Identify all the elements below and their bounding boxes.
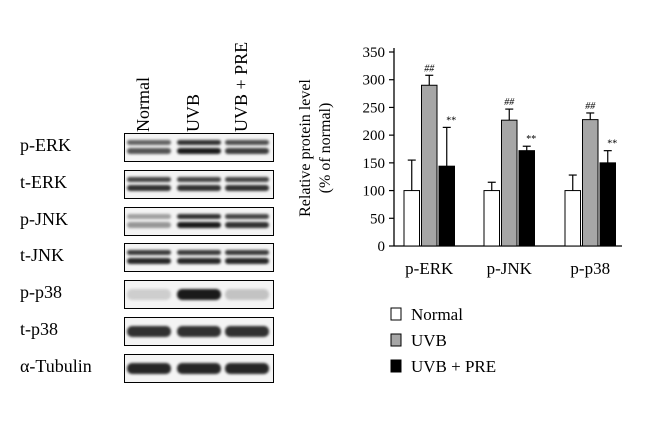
y-tick-label: 200 <box>363 128 386 144</box>
y-axis-title-line2: (% of normal) <box>317 103 334 194</box>
bar-uvb-pre-p-erk <box>438 165 455 247</box>
blot-band <box>177 250 221 256</box>
blot-band <box>127 213 171 219</box>
bar-uvb-p-jnk <box>501 119 518 247</box>
legend-label: Normal <box>411 305 463 324</box>
blot-strip <box>124 206 274 236</box>
blot-band <box>127 258 171 265</box>
blot-strip <box>124 280 274 310</box>
blot-row-label: t-ERK <box>20 171 67 192</box>
bar-uvb-pre-p-p38 <box>599 162 616 247</box>
blot-strip <box>124 169 274 199</box>
blot-row-label: p-ERK <box>20 135 71 155</box>
x-tick-labels: p-ERK p-JNK p-p38 <box>405 259 610 278</box>
legend-label: UVB + PRE <box>411 357 496 376</box>
blot-band <box>127 250 171 256</box>
y-tick-label: 300 <box>363 73 386 89</box>
blot-band <box>225 326 269 337</box>
blot-band <box>127 148 171 154</box>
y-tick-label: 0 <box>378 239 386 255</box>
blot-strip <box>124 317 274 346</box>
blot-row-label: t-p38 <box>20 319 58 339</box>
blot-strip <box>124 243 274 273</box>
blot-row-label: p-p38 <box>20 282 62 303</box>
blot-band <box>127 176 171 182</box>
bar-uvb-pre-p-jnk <box>518 150 535 247</box>
blot-band <box>127 184 171 191</box>
blot-band <box>177 140 221 145</box>
bar-uvb-p-p38 <box>582 119 599 247</box>
legend-swatch <box>390 333 402 347</box>
x-tick-label: p-p38 <box>570 259 610 278</box>
x-tick-label: p-JNK <box>487 259 533 278</box>
blot-strip <box>124 353 274 383</box>
legend-label: UVB <box>411 331 447 350</box>
blot-row-label: p-JNK <box>20 208 68 229</box>
blot-band <box>225 184 269 191</box>
bar-uvb-p-erk <box>421 84 438 247</box>
legend: Normal UVB UVB + PRE <box>390 305 496 376</box>
blot-band <box>225 258 269 265</box>
blot-band <box>225 289 269 301</box>
significance-mark: ## <box>504 97 515 108</box>
blot-band <box>177 289 221 301</box>
blot-band <box>177 326 221 337</box>
blot-band <box>225 140 269 145</box>
blot-band <box>127 289 171 301</box>
blot-strip <box>124 133 274 162</box>
blot-band <box>177 148 221 154</box>
y-ticks: 0 50 100 150 200 250 300 350 <box>363 45 394 255</box>
bar-normal-p-erk <box>403 190 420 247</box>
blot-band <box>177 362 221 374</box>
blot-band <box>177 176 221 182</box>
blot-band <box>127 362 171 374</box>
legend-swatch <box>390 307 402 321</box>
blot-band <box>225 213 269 219</box>
significance-mark: ** <box>446 115 456 126</box>
significance-mark: ** <box>526 134 536 145</box>
significance-mark: ## <box>585 101 596 112</box>
blot-band <box>225 362 269 374</box>
bar-normal-p-jnk <box>483 190 500 247</box>
y-tick-label: 100 <box>363 184 386 200</box>
blot-band <box>177 258 221 265</box>
blot-band <box>127 326 171 337</box>
blot-band <box>225 221 269 228</box>
blot-band <box>225 148 269 154</box>
y-tick-label: 150 <box>363 156 386 172</box>
blot-row-label: t-JNK <box>20 245 64 266</box>
blot-band <box>127 140 171 145</box>
significance-mark: ** <box>607 139 617 150</box>
significance-mark: ## <box>424 63 435 74</box>
blot-band <box>225 250 269 256</box>
blot-band <box>127 221 171 228</box>
blot-band <box>177 184 221 191</box>
y-axis-title: Relative protein level (% of normal) <box>297 79 334 217</box>
blot-row-label: α-Tubulin <box>20 355 92 376</box>
y-tick-label: 50 <box>370 211 385 227</box>
x-tick-label: p-ERK <box>405 259 454 278</box>
y-axis-title-line1: Relative protein level <box>297 79 314 217</box>
blot-band <box>177 221 221 228</box>
bar-normal-p-p38 <box>564 190 581 247</box>
blot-band <box>225 176 269 182</box>
legend-swatch <box>390 359 402 373</box>
y-tick-label: 350 <box>363 45 386 61</box>
bars: ## ** ## ** ## ** <box>403 63 617 247</box>
y-tick-label: 250 <box>363 100 386 116</box>
blot-band <box>177 213 221 219</box>
